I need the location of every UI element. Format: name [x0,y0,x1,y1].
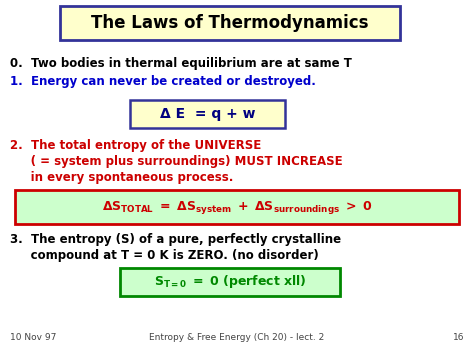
Text: $\mathbf{\Delta S_{TOTAL}\ =\ \Delta S_{system}\ +\ \Delta S_{surroundings}\ >\ : $\mathbf{\Delta S_{TOTAL}\ =\ \Delta S_{… [102,198,372,215]
Text: 3.  The entropy (S) of a pure, perfectly crystalline: 3. The entropy (S) of a pure, perfectly … [10,234,341,246]
FancyBboxPatch shape [130,100,285,128]
Text: Entropy & Free Energy (Ch 20) - lect. 2: Entropy & Free Energy (Ch 20) - lect. 2 [149,333,325,343]
Text: 16: 16 [453,333,464,343]
Text: ( = system plus surroundings) MUST INCREASE: ( = system plus surroundings) MUST INCRE… [10,155,343,169]
Text: in every spontaneous process.: in every spontaneous process. [10,171,233,185]
Text: 2.  The total entropy of the UNIVERSE: 2. The total entropy of the UNIVERSE [10,138,261,152]
Text: 10 Nov 97: 10 Nov 97 [10,333,56,343]
Text: $\mathbf{S_{T=0}\ =\ 0\ (perfect\ xll)}$: $\mathbf{S_{T=0}\ =\ 0\ (perfect\ xll)}$ [154,273,306,290]
Text: compound at T = 0 K is ZERO. (no disorder): compound at T = 0 K is ZERO. (no disorde… [10,250,319,262]
Text: Δ E  = q + w: Δ E = q + w [160,107,255,121]
FancyBboxPatch shape [60,6,400,40]
FancyBboxPatch shape [15,190,459,224]
Text: 1.  Energy can never be created or destroyed.: 1. Energy can never be created or destro… [10,76,316,88]
Text: The Laws of Thermodynamics: The Laws of Thermodynamics [91,14,369,32]
Text: 0.  Two bodies in thermal equilibrium are at same T: 0. Two bodies in thermal equilibrium are… [10,56,352,70]
FancyBboxPatch shape [120,268,340,296]
